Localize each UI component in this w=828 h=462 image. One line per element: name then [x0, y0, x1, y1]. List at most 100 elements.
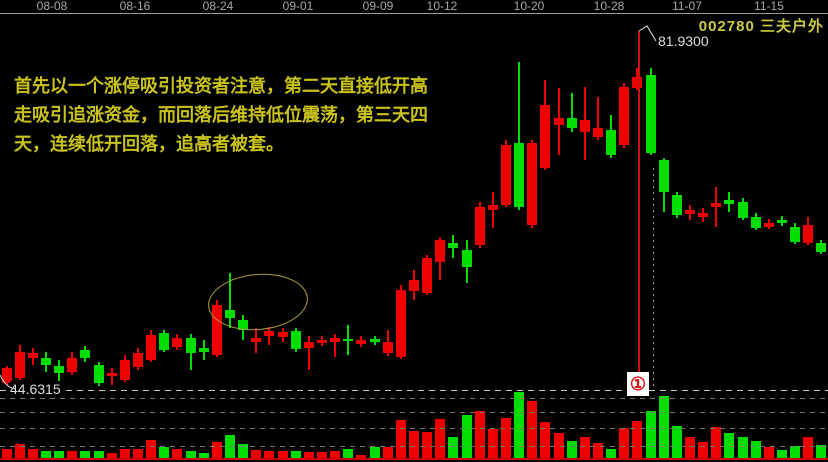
volume-bar: [606, 449, 617, 459]
volume-bar: [671, 426, 682, 459]
volume-bar: [514, 392, 525, 459]
volume-bar: [146, 440, 157, 459]
candle-wick: [229, 273, 231, 328]
candle-body: [27, 353, 38, 358]
volume-bar: [658, 396, 669, 459]
volume-gridline: [0, 412, 828, 413]
volume-bar: [685, 437, 695, 459]
candle-body: [251, 338, 262, 342]
commentary-line: 天，连续低开回落，追高者被套。: [14, 134, 284, 154]
volume-bar: [803, 437, 814, 459]
candle-body: [317, 340, 327, 343]
candle-body: [750, 217, 761, 228]
date-tick: 10-12: [426, 0, 458, 13]
candle-body: [409, 280, 419, 291]
candle-body: [198, 348, 209, 352]
commentary-text: 首先以一个涨停吸引投资者注意，第二天直接低开高 走吸引追涨资金，而回落后维持低位…: [14, 72, 428, 159]
volume-bar: [14, 444, 25, 459]
candle-body: [80, 350, 91, 358]
volume-bar: [422, 432, 433, 459]
candle-body: [553, 118, 564, 126]
volume-bar: [395, 420, 406, 459]
volume-gridline: [0, 446, 828, 447]
volume-bar: [698, 442, 709, 459]
volume-bar: [711, 427, 722, 459]
date-tick: 10-20: [513, 0, 545, 13]
candle-body: [566, 118, 577, 129]
candle-body: [356, 340, 367, 344]
candle-body: [303, 342, 314, 348]
candle-body: [619, 87, 630, 145]
candle-wick: [597, 97, 599, 141]
volume-bar: [106, 453, 117, 459]
volume-bar: [172, 449, 183, 459]
candle-wick: [58, 360, 61, 388]
commentary-line: 首先以一个涨停吸引投资者注意，第二天直接低开高: [14, 76, 428, 96]
volume-bar: [382, 447, 393, 459]
candle-body: [803, 225, 814, 243]
candle-body: [698, 213, 709, 217]
volume-gridline: [0, 428, 828, 429]
candle-body: [777, 220, 787, 223]
volume-bar: [27, 449, 38, 459]
candle-body: [133, 353, 143, 367]
volume-bar: [593, 443, 603, 459]
candle-body: [579, 120, 590, 132]
dotted-crosshair-line: [653, 168, 654, 390]
volume-bar: [737, 437, 748, 459]
volume-bar: [277, 451, 288, 459]
candle-body: [527, 143, 538, 225]
symbol-code: 002780: [698, 18, 755, 35]
circled-1-marker[interactable]: ①: [627, 372, 649, 396]
volume-bar: [185, 451, 196, 459]
volume-bar: [264, 451, 275, 459]
candle-body: [790, 227, 801, 242]
candle-body: [514, 143, 525, 207]
volume-bar: [448, 437, 459, 459]
candle-wick: [268, 327, 271, 345]
volume-bar: [409, 431, 419, 459]
volume-bar: [211, 442, 222, 459]
candle-wick: [570, 93, 573, 132]
candle-wick: [518, 62, 521, 210]
candle-wick: [110, 368, 113, 385]
volume-bar: [501, 418, 511, 459]
candle-body: [290, 331, 301, 349]
volume-baseline: [0, 458, 828, 460]
candle-body: [724, 200, 735, 204]
candle-body: [816, 243, 827, 252]
candle-body: [737, 202, 748, 218]
candle-body: [658, 160, 669, 192]
volume-bar: [159, 447, 170, 459]
candle-body: [264, 331, 275, 336]
candle-body: [435, 240, 446, 263]
volume-bar: [67, 451, 78, 459]
candle-body: [41, 358, 51, 365]
candle-body: [461, 250, 472, 268]
date-tick: 09-01: [282, 0, 314, 13]
volume-bar: [632, 421, 643, 459]
candle-body: [448, 243, 459, 249]
volume-bar: [790, 446, 801, 459]
volume-bar: [225, 435, 235, 459]
candle-body: [487, 205, 498, 210]
volume-bar: [750, 441, 761, 459]
volume-bar: [54, 451, 65, 459]
candle-wick: [491, 192, 494, 228]
candle-body: [14, 352, 25, 378]
candle-body: [593, 128, 603, 137]
candle-body: [606, 130, 617, 155]
candle-body: [671, 195, 682, 215]
candle-wick: [334, 334, 337, 357]
volume-bar: [356, 455, 367, 459]
candle-body: [763, 223, 774, 227]
candle-body: [119, 360, 130, 380]
date-tick: 11-15: [754, 0, 784, 13]
volume-bar: [487, 429, 498, 459]
candle-body: [211, 305, 222, 355]
volume-bar: [80, 451, 91, 459]
candle-body: [225, 310, 235, 318]
candle-body: [540, 105, 551, 168]
